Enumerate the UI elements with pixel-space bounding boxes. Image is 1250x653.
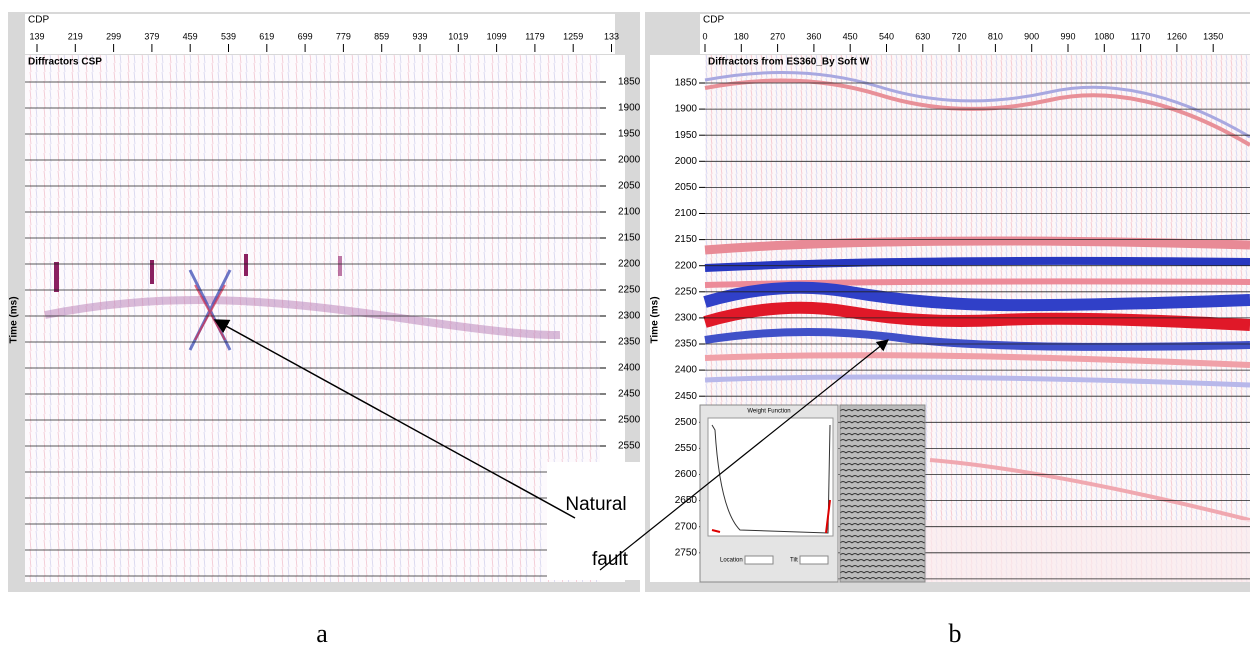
time-tick-label: 2750 [675,547,698,558]
cdp-tick-label: 1019 [448,31,468,41]
time-tick-label: 2200 [675,260,698,271]
cdp-tick-label: 0 [702,31,707,41]
cdp-tick-label: 539 [221,31,236,41]
cdp-tick-label: 619 [259,31,274,41]
inset-tilt: Tilt [790,558,798,564]
cdp-tick-label: 219 [68,31,83,41]
time-tick-label: 2600 [675,469,698,480]
cdp-tick-label: 939 [412,31,427,41]
time-tick-label: 2150 [675,234,698,245]
inset-title: Weight Function [747,409,790,415]
section-title: Diffractors from ES360_By Soft W [708,57,870,68]
cdp-label: CDP [703,15,724,26]
cdp-tick-label: 699 [298,31,313,41]
time-tick-label: 2250 [675,286,698,297]
time-tick-label: 2400 [618,363,641,374]
cdp-tick-label: 900 [1024,31,1039,41]
diffraction-events [44,254,561,351]
cdp-tick-label: 1170 [1131,31,1150,41]
time-tick-label: 2000 [618,155,641,166]
time-tick-label: 1900 [675,104,698,115]
time-tick-label: 1850 [618,77,641,88]
time-tick-label: 2350 [675,339,698,350]
time-tick-label: 2550 [618,441,641,452]
cdp-tick-label: 810 [988,31,1003,41]
panel-b: CDP Diffractors from ES360_By Soft W Tim… [645,12,1250,592]
cdp-tick-label: 1350 [1203,31,1223,41]
section-title: Diffractors CSP [28,57,102,68]
time-tick-label: 2700 [675,521,698,532]
cdp-tick-label: 1260 [1167,31,1187,41]
cdp-tick-label: 630 [915,31,930,41]
cdp-header [25,14,615,54]
time-tick-label: 2450 [675,391,698,402]
cdp-tick-label: 270 [770,31,785,41]
time-tick-label: 2200 [618,259,641,270]
arrow [599,339,889,571]
time-tick-label: 1950 [618,129,641,140]
caption: a [316,619,328,648]
cdp-tick-label: 139 [29,31,44,41]
inset: Weight Function Location Tilt [699,404,926,583]
cdp-tick-label: 1179 [525,31,544,41]
arrow [213,319,576,519]
time-tick-label: 2450 [618,389,641,400]
cdp-tick-label: 720 [952,31,967,41]
time-tick-label: 2300 [618,311,641,322]
time-tick-label: 2250 [618,285,641,296]
cdp-tick-label: 540 [879,31,894,41]
time-tick-label: 2100 [675,208,698,219]
time-tick-label: 1850 [675,78,698,89]
time-tick-label: 2000 [675,156,698,167]
time-tick-label: 2400 [675,365,698,376]
annotation-box [547,462,640,580]
cdp-label: CDP [28,15,49,26]
cdp-tick-label: 379 [144,31,159,41]
time-tick-label: 2550 [675,443,698,454]
panel-a: CDP Diffractors CSP Time (ms) 139 219 299 3… [8,12,641,592]
cdp-tick-label: 990 [1060,31,1075,41]
time-tick-label: 2500 [618,415,641,426]
cdp-tick-label: 360 [806,31,821,41]
time-tick-label: 2350 [618,337,641,348]
time-tick-label: 2050 [675,182,698,193]
time-tick-label: 2050 [618,181,641,192]
cdp-tick-label: 859 [374,31,389,41]
cdp-tick-label: 1080 [1094,31,1114,41]
cdp-tick-label: 1259 [563,31,583,41]
ticks: 139 219 299 379 459 539 619 699 779 859 939 1019 109… [25,31,641,577]
cdp-tick-label: 133 [604,31,619,41]
cdp-tick-label: 180 [734,31,749,41]
section [25,55,600,582]
time-tick-label: 2300 [675,313,698,324]
cdp-tick-label: 779 [336,31,351,41]
time-tick-label: 2150 [618,233,641,244]
cdp-tick-label: 459 [183,31,198,41]
time-tick-label: 1900 [618,103,641,114]
annotation-line: Natural [565,494,626,515]
caption: b [949,619,962,648]
inset-location: Location [720,558,743,564]
cdp-header [700,14,1250,54]
time-tick-label: 2100 [618,207,641,218]
time-label: Time (ms) [650,296,661,343]
cdp-tick-label: 299 [106,31,121,41]
time-label: Time (ms) [9,296,20,343]
cdp-tick-label: 450 [843,31,858,41]
time-tick-label: 1950 [675,130,698,141]
cdp-tick-label: 1099 [487,31,507,41]
time-tick-label: 2500 [675,417,698,428]
